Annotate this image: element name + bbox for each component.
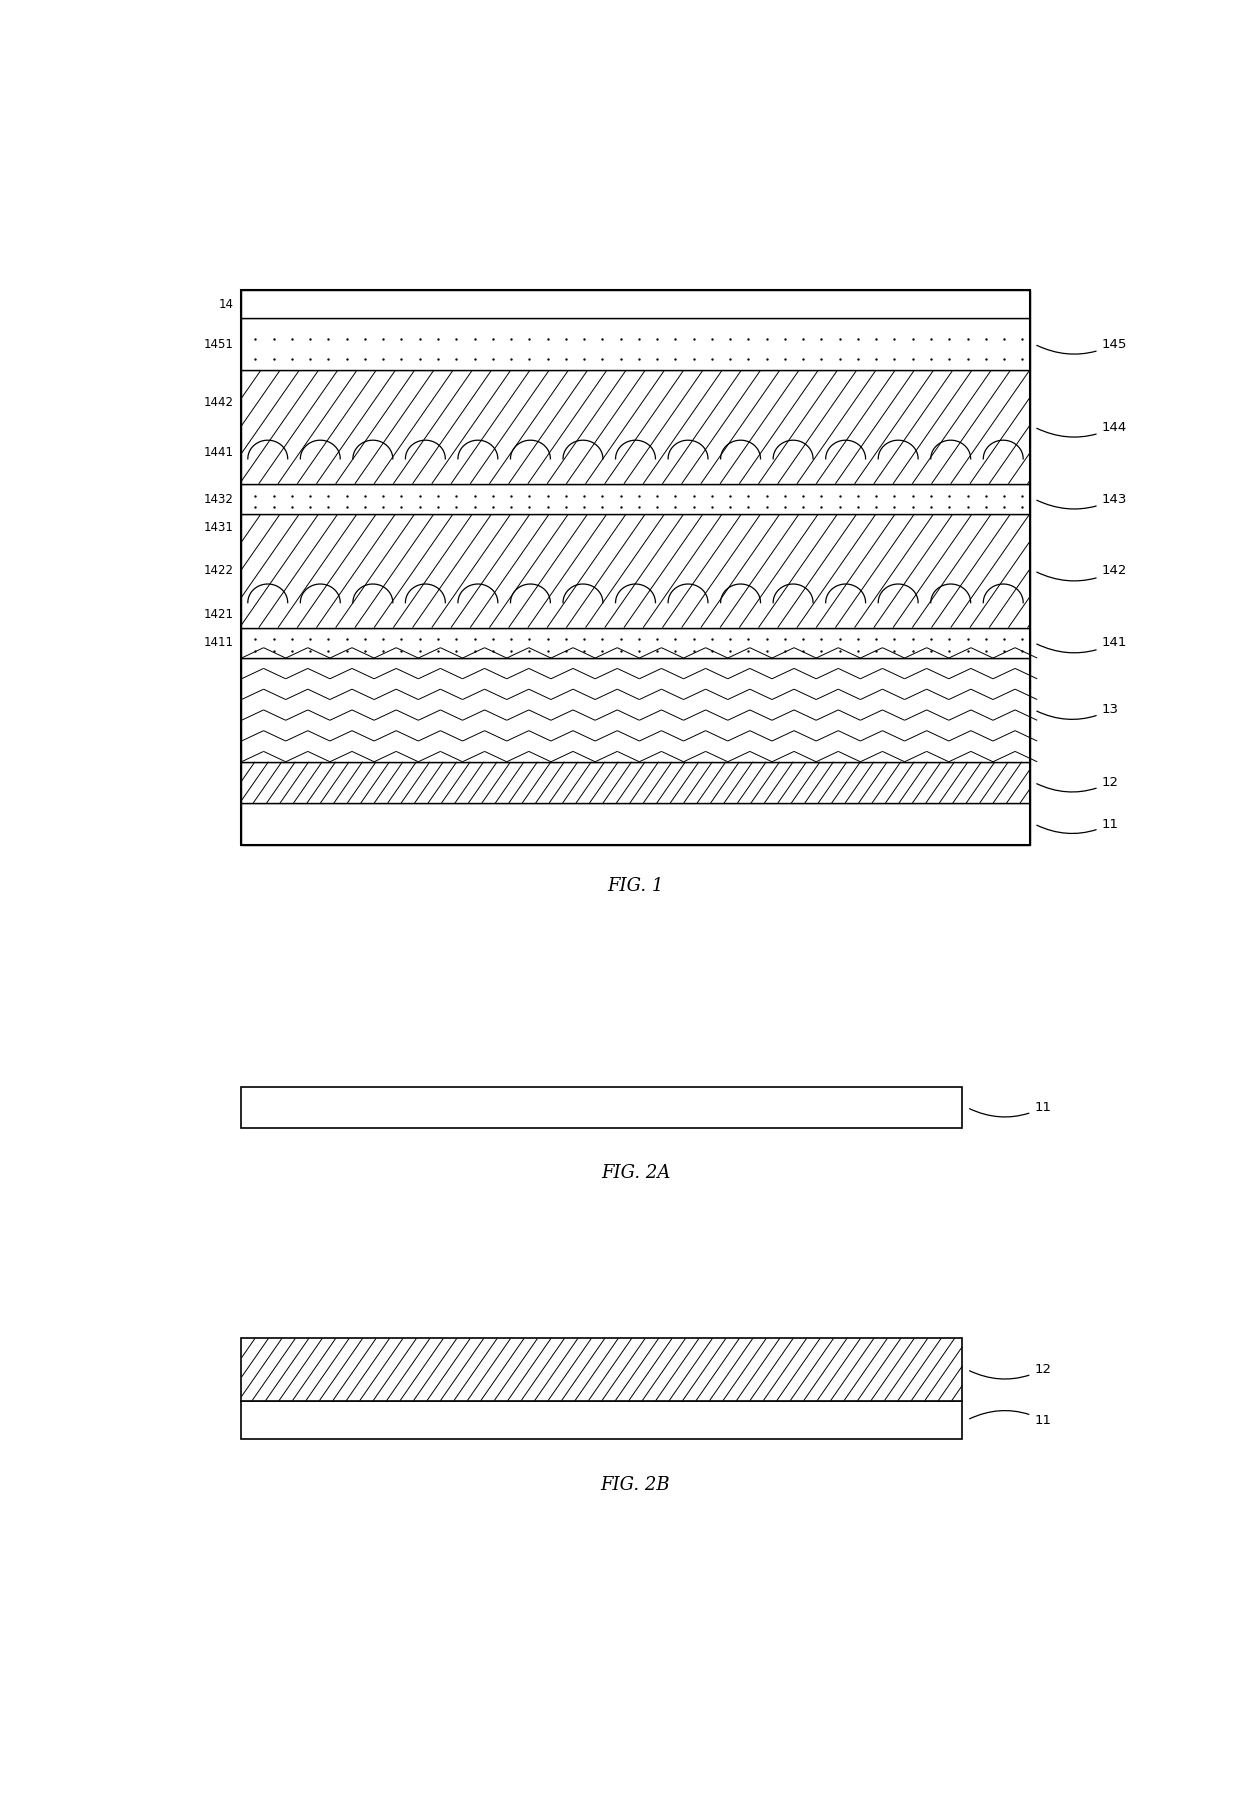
Text: 141: 141 bbox=[1037, 636, 1127, 652]
Text: 13: 13 bbox=[1037, 704, 1118, 720]
Bar bbox=[242, 291, 1029, 844]
Text: 11: 11 bbox=[970, 1101, 1052, 1117]
Text: 143: 143 bbox=[1037, 492, 1127, 508]
Text: 142: 142 bbox=[1037, 564, 1127, 580]
Text: 1441: 1441 bbox=[203, 445, 234, 458]
Bar bbox=[242, 803, 1029, 844]
Bar bbox=[242, 1401, 962, 1439]
Text: 1432: 1432 bbox=[203, 492, 234, 505]
Bar bbox=[242, 318, 1029, 370]
Text: 1422: 1422 bbox=[203, 564, 234, 578]
Text: 1421: 1421 bbox=[203, 607, 234, 621]
Bar bbox=[242, 1338, 962, 1401]
Bar bbox=[242, 483, 1029, 514]
Text: 1451: 1451 bbox=[203, 338, 234, 350]
Bar bbox=[242, 291, 1029, 318]
Bar bbox=[242, 657, 1029, 762]
Bar bbox=[242, 1087, 962, 1128]
Bar bbox=[242, 762, 1029, 803]
Text: 1442: 1442 bbox=[203, 395, 234, 409]
Bar bbox=[242, 514, 1029, 627]
Text: 1411: 1411 bbox=[203, 636, 234, 650]
Text: 12: 12 bbox=[970, 1363, 1052, 1379]
Bar bbox=[242, 370, 1029, 483]
Bar bbox=[242, 627, 1029, 657]
Text: 11: 11 bbox=[1037, 817, 1118, 833]
Text: FIG. 2B: FIG. 2B bbox=[600, 1476, 671, 1494]
Text: 145: 145 bbox=[1037, 338, 1127, 354]
Text: 11: 11 bbox=[970, 1410, 1052, 1426]
Text: FIG. 2A: FIG. 2A bbox=[601, 1164, 670, 1182]
Text: 144: 144 bbox=[1037, 420, 1127, 436]
Text: 1431: 1431 bbox=[203, 521, 234, 535]
Text: 14: 14 bbox=[218, 298, 234, 311]
Text: FIG. 1: FIG. 1 bbox=[608, 876, 663, 894]
Text: 12: 12 bbox=[1037, 776, 1118, 792]
